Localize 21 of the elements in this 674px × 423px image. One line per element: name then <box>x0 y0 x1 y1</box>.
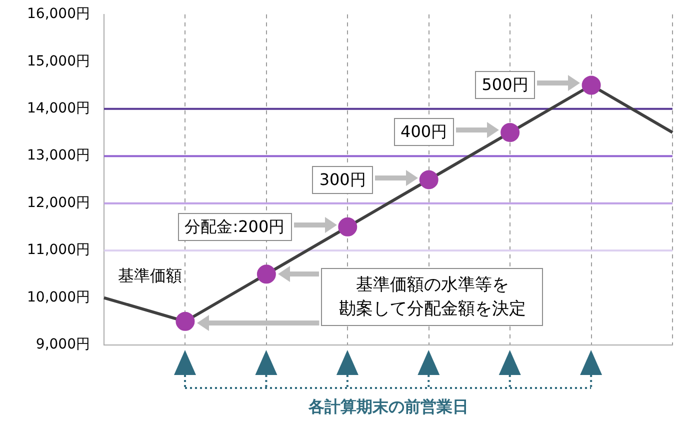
annotation: 基準価額の水準等を勘案して分配金額を決定 <box>321 268 544 326</box>
y-tick-label: 11,000円 <box>27 242 90 258</box>
annotation: 分配金:200円 <box>178 212 292 241</box>
y-tick-label: 13,000円 <box>27 148 90 164</box>
y-tick-label: 15,000円 <box>27 53 90 70</box>
y-tick-label: 10,000円 <box>27 289 90 306</box>
point <box>500 122 520 142</box>
annotation: 400円 <box>394 118 454 146</box>
point <box>176 312 195 331</box>
annotation: 300円 <box>312 166 373 194</box>
point <box>582 76 601 95</box>
y-tick-label: 9,000円 <box>36 336 90 353</box>
series-label: 基準価額 <box>118 266 182 287</box>
x-axis-title: 各計算期末の前営業日 <box>307 397 470 418</box>
y-tick-label: 16,000円 <box>27 6 90 22</box>
point <box>338 217 358 236</box>
point <box>256 264 276 284</box>
y-tick-label: 14,000円 <box>27 100 90 116</box>
y-tick-label: 12,000円 <box>27 194 90 211</box>
annotation: 500円 <box>474 71 536 100</box>
point <box>419 170 438 190</box>
